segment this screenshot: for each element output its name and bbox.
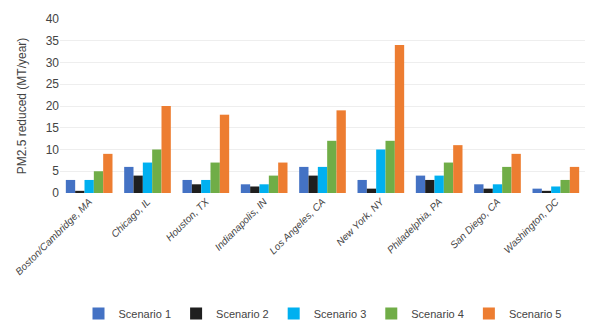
svg-text:Scenario 2: Scenario 2 xyxy=(216,308,269,320)
svg-text:25: 25 xyxy=(46,77,60,91)
svg-text:15: 15 xyxy=(46,121,60,135)
svg-text:40: 40 xyxy=(46,12,60,26)
svg-text:Philadelphia, PA: Philadelphia, PA xyxy=(385,196,444,255)
svg-text:New York, NY: New York, NY xyxy=(334,195,387,248)
svg-text:Indianapolis, IN: Indianapolis, IN xyxy=(213,196,270,253)
svg-text:PM2.5 reduced (MT/year): PM2.5 reduced (MT/year) xyxy=(15,38,29,175)
svg-text:Scenario 5: Scenario 5 xyxy=(509,308,562,320)
svg-text:Scenario 4: Scenario 4 xyxy=(411,308,464,320)
svg-text:San Diego, CA: San Diego, CA xyxy=(448,196,503,251)
svg-text:Scenario 3: Scenario 3 xyxy=(314,308,367,320)
svg-text:5: 5 xyxy=(52,164,59,178)
svg-text:Chicago, IL: Chicago, IL xyxy=(109,196,153,240)
svg-text:Scenario 1: Scenario 1 xyxy=(119,308,172,320)
svg-text:Los Angeles, CA: Los Angeles, CA xyxy=(267,196,327,256)
svg-text:Houston, TX: Houston, TX xyxy=(164,196,211,243)
svg-text:30: 30 xyxy=(46,56,60,70)
svg-text:Boston/Cambridge, MA: Boston/Cambridge, MA xyxy=(13,196,94,277)
svg-text:Washington, DC: Washington, DC xyxy=(502,196,562,256)
svg-text:10: 10 xyxy=(46,143,60,157)
svg-text:0: 0 xyxy=(52,186,59,200)
svg-text:35: 35 xyxy=(46,34,60,48)
svg-text:20: 20 xyxy=(46,99,60,113)
